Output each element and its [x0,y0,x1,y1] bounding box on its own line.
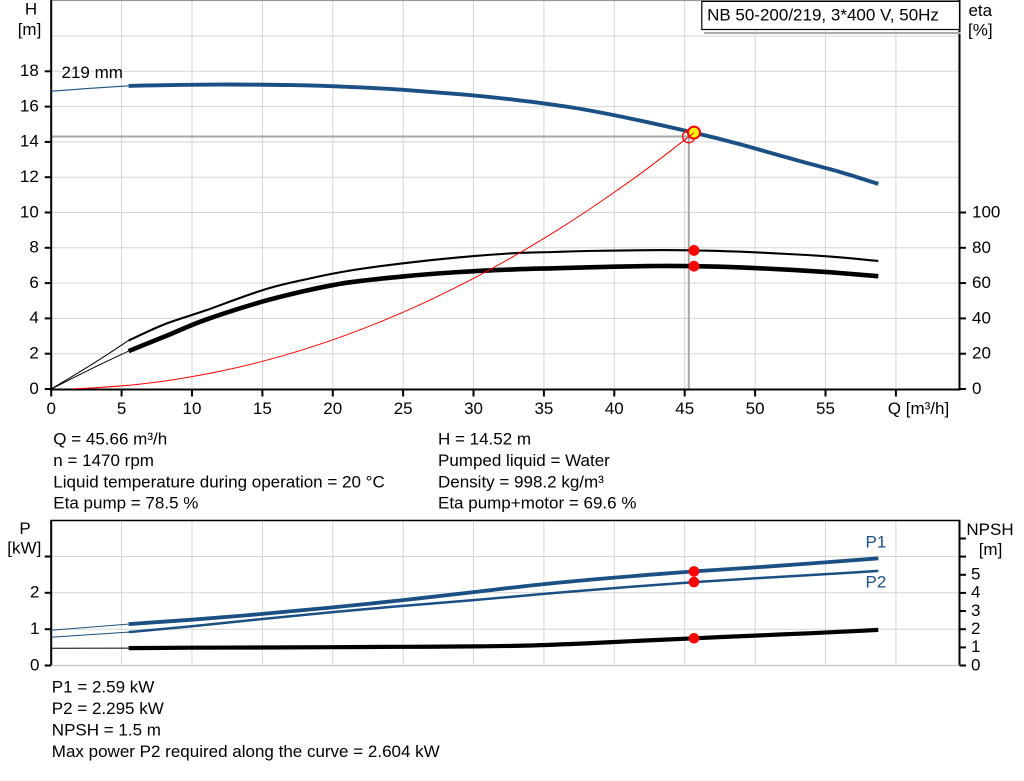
svg-text:2: 2 [29,344,38,363]
svg-text:[m]: [m] [18,20,42,39]
svg-text:10: 10 [20,202,39,221]
svg-text:10: 10 [183,399,202,418]
svg-text:20: 20 [972,344,991,363]
svg-text:2: 2 [30,583,39,602]
svg-text:Density = 998.2 kg/m³: Density = 998.2 kg/m³ [438,472,604,491]
svg-text:[kW]: [kW] [7,539,41,558]
svg-text:eta: eta [968,1,992,20]
svg-text:45: 45 [675,399,694,418]
svg-text:25: 25 [394,399,413,418]
svg-text:16: 16 [20,96,39,115]
svg-text:30: 30 [464,399,483,418]
svg-text:60: 60 [972,273,991,292]
svg-text:18: 18 [20,61,39,80]
svg-text:P2 = 2.295 kW: P2 = 2.295 kW [52,699,164,718]
svg-text:15: 15 [253,399,272,418]
svg-text:P2: P2 [866,573,887,592]
svg-text:4: 4 [971,583,980,602]
svg-text:12: 12 [20,167,39,186]
svg-text:0: 0 [46,399,55,418]
svg-text:H = 14.52 m: H = 14.52 m [438,430,531,449]
svg-text:6: 6 [29,273,38,292]
svg-text:[%]: [%] [968,20,993,39]
svg-text:Liquid temperature during oper: Liquid temperature during operation = 20… [53,472,384,491]
svg-text:3: 3 [971,601,980,620]
svg-text:35: 35 [534,399,553,418]
svg-text:P1 = 2.59 kW: P1 = 2.59 kW [52,677,155,696]
svg-text:20: 20 [323,399,342,418]
svg-text:P1: P1 [866,533,887,552]
svg-text:n = 1470 rpm: n = 1470 rpm [53,451,154,470]
svg-text:P: P [19,519,30,538]
svg-text:40: 40 [972,308,991,327]
svg-text:40: 40 [605,399,624,418]
svg-text:Pumped liquid = Water: Pumped liquid = Water [438,451,610,470]
svg-text:H: H [25,0,37,19]
svg-text:1: 1 [971,637,980,656]
svg-text:4: 4 [29,308,38,327]
svg-text:80: 80 [972,238,991,257]
svg-text:Eta pump = 78.5 %: Eta pump = 78.5 % [53,494,198,513]
svg-text:0: 0 [972,379,981,398]
svg-text:55: 55 [816,399,835,418]
svg-text:NPSH = 1.5 m: NPSH = 1.5 m [52,720,161,739]
svg-text:2: 2 [971,619,980,638]
svg-text:219 mm: 219 mm [62,63,123,82]
svg-text:14: 14 [20,132,39,151]
svg-text:1: 1 [30,619,39,638]
svg-text:[m]: [m] [979,540,1003,559]
svg-text:5: 5 [117,399,126,418]
svg-text:8: 8 [29,238,38,257]
svg-text:0: 0 [29,379,38,398]
svg-text:Q = 45.66 m³/h: Q = 45.66 m³/h [53,430,167,449]
svg-text:NB 50-200/219, 3*400 V, 50Hz: NB 50-200/219, 3*400 V, 50Hz [707,5,939,24]
svg-text:Q [m³/h]: Q [m³/h] [888,399,949,418]
svg-text:Max power P2 required along th: Max power P2 required along the curve = … [52,742,440,761]
svg-text:50: 50 [746,399,765,418]
svg-text:NPSH: NPSH [966,520,1013,539]
svg-text:Eta pump+motor = 69.6 %: Eta pump+motor = 69.6 % [438,494,636,513]
svg-text:0: 0 [971,655,980,674]
svg-text:100: 100 [972,203,1000,222]
svg-text:0: 0 [30,655,39,674]
svg-text:5: 5 [971,565,980,584]
